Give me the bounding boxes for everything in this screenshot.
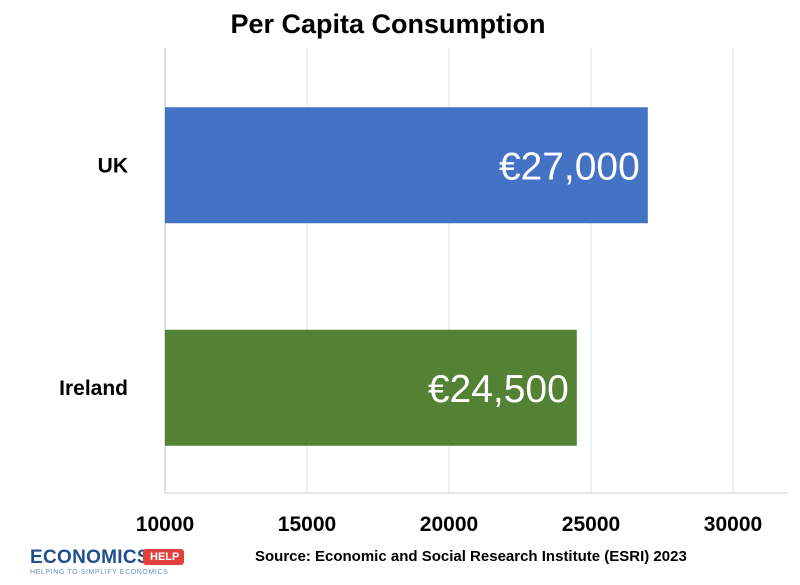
x-tick-label: 15000 — [278, 513, 336, 536]
economics-help-logo: ECONOMICS HELP HELPING TO SIMPLIFY ECONO… — [30, 547, 230, 581]
bars: €27,000 €24,500 — [165, 107, 648, 446]
x-tick-label: 30000 — [704, 513, 762, 536]
bar-ireland — [165, 329, 577, 446]
category-label: Ireland — [59, 377, 128, 400]
bar-uk — [165, 107, 648, 224]
logo-tagline: HELPING TO SIMPLIFY ECONOMICS — [30, 569, 169, 576]
data-label: €27,000 — [499, 145, 640, 188]
logo-wordmark: ECONOMICS — [30, 547, 150, 568]
category-labels: UK Ireland — [59, 154, 128, 400]
source-note: Source: Economic and Social Research Ins… — [255, 548, 687, 565]
logo-help-badge: HELP — [143, 549, 185, 565]
x-tick-label: 10000 — [136, 513, 194, 536]
category-label: UK — [98, 154, 128, 177]
x-tick-label: 20000 — [420, 513, 478, 536]
data-label: €24,500 — [428, 368, 569, 411]
chart-title: Per Capita Consumption — [230, 9, 545, 39]
x-axis-ticks: 10000 15000 20000 25000 30000 — [136, 513, 762, 536]
x-tick-label: 25000 — [562, 513, 620, 536]
